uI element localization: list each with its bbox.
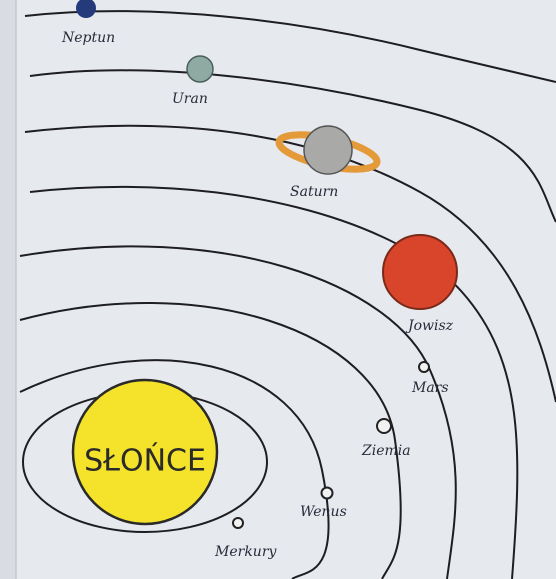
earth [377,419,391,433]
solar-system-drawing: SŁOŃCE Merkury Wenus Ziemia Mars Jowisz … [0,0,556,579]
jupiter [383,235,457,309]
planet-label: Wenus [300,504,347,520]
planet-label: Merkury [214,544,278,560]
mars [419,362,429,372]
planet-label: Jowisz [405,318,454,334]
paper-edge [0,0,16,579]
planet-label: Mars [411,380,449,396]
saturn [304,126,352,174]
paper [0,0,556,579]
sun-label: SŁOŃCE [84,443,206,479]
planet-label: Neptun [61,30,115,46]
mercury [233,518,243,528]
planet-label: Ziemia [361,443,411,459]
venus [322,488,333,499]
planet-label: Saturn [290,184,338,200]
uranus [187,56,213,82]
planet-label: Uran [172,91,208,107]
